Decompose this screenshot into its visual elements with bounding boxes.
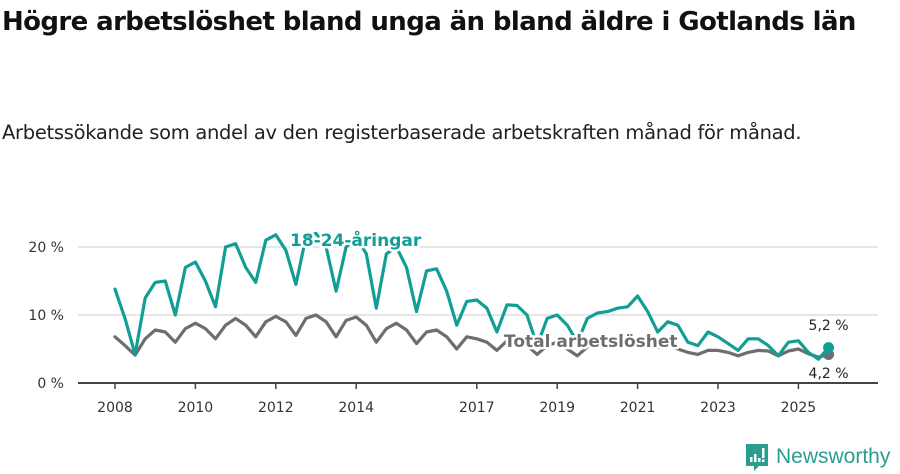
x-tick-label: 2014 (338, 400, 374, 416)
x-tick-label: 2012 (258, 400, 294, 416)
total-line (113, 313, 831, 359)
x-axis: 2008 2010 2012 2014 2017 2019 2021 2023 2025 (78, 382, 878, 416)
x-tick-label: 2019 (539, 400, 575, 416)
youth-last-value: 5,2 % (809, 318, 849, 334)
bar-chart-speech-bubble-icon (746, 444, 768, 471)
gridlines (78, 246, 878, 316)
total-last-value: 4,2 % (809, 366, 849, 382)
x-tick-label: 2025 (781, 400, 817, 416)
chart-title: Högre arbetslöshet bland unga än bland ä… (2, 7, 856, 37)
x-tick-label: 2023 (700, 400, 736, 416)
y-axis-labels: 0 % 10 % 20 % (28, 240, 64, 392)
x-tick-label: 2017 (459, 400, 495, 416)
y-tick-label: 0 % (37, 376, 64, 392)
x-tick-label: 2021 (620, 400, 656, 416)
youth-end-dot (823, 342, 835, 354)
y-tick-label: 10 % (28, 308, 64, 324)
newsworthy-logo: Newsworthy (744, 442, 890, 472)
series-lines (113, 231, 835, 361)
total-series-label: Total arbetslöshet (504, 332, 678, 352)
chart-subtitle: Arbetssökande som andel av den registerb… (2, 121, 802, 144)
series-labels: 18-24-åringar Total arbetslöshet 5,2 % 4,2 … (288, 227, 851, 384)
x-tick-label: 2008 (97, 400, 133, 416)
x-tick-label: 2010 (178, 400, 214, 416)
y-tick-label: 20 % (28, 240, 64, 256)
youth-line (113, 231, 831, 361)
logo-text: Newsworthy (776, 445, 891, 468)
youth-series-label: 18-24-åringar (290, 229, 422, 251)
